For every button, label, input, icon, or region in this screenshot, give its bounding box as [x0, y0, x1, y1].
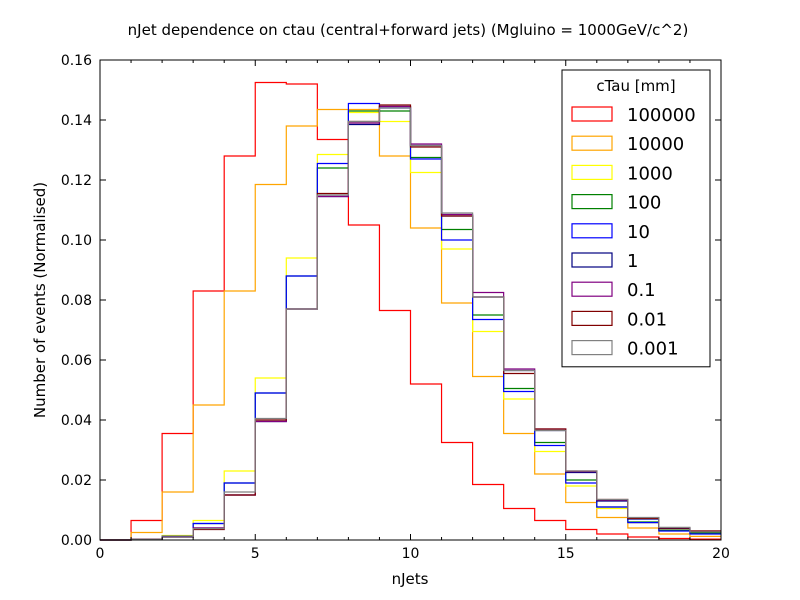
legend: cTau [mm] 100000 10000 1000 100 10 1 0.1 0.01 0.… [561, 69, 711, 368]
legend-title: cTau [mm] [596, 77, 675, 95]
y-tick-label: 0.06 [61, 353, 92, 369]
legend-label: 100000 [627, 105, 696, 126]
legend-label: 1000 [627, 163, 673, 184]
legend-swatch [571, 223, 613, 239]
series-line-1 [100, 108, 721, 541]
legend-swatch [571, 135, 613, 151]
y-tick-label: 0.02 [61, 473, 92, 489]
x-tick-label: 20 [712, 546, 730, 562]
y-tick-label: 0.12 [61, 173, 92, 189]
series-line-8 [100, 107, 721, 541]
legend-swatch [571, 164, 613, 180]
legend-label: 1 [627, 251, 638, 272]
x-tick-label: 15 [557, 546, 575, 562]
legend-swatch [571, 281, 613, 297]
x-axis-label: nJets [392, 570, 429, 588]
y-tick-label: 0.14 [61, 113, 92, 129]
y-tick-label: 0.10 [61, 233, 92, 249]
y-axis-label: Number of events (Normalised) [31, 182, 49, 418]
chart-title: nJet dependence on ctau (central+forward… [128, 21, 689, 39]
legend-items: 100000 10000 1000 100 10 1 0.1 0.01 0.001 [571, 105, 696, 360]
legend-label: 0.1 [627, 280, 656, 301]
legend-swatch [571, 106, 613, 122]
legend-swatch [571, 194, 613, 210]
legend-label: 100 [627, 193, 661, 214]
legend-label: 0.001 [627, 339, 679, 360]
series-line-0 [100, 81, 721, 541]
legend-swatch [571, 252, 613, 268]
legend-label: 10 [627, 222, 650, 243]
legend-swatch [571, 340, 613, 356]
y-tick-label: 0.16 [61, 53, 92, 69]
plot-lines [100, 81, 721, 541]
y-tick-label: 0.00 [61, 533, 92, 549]
legend-label: 0.01 [627, 309, 667, 330]
y-tick-label: 0.08 [61, 293, 92, 309]
y-axis: 0.00 0.02 0.04 0.06 0.08 0.10 0.12 0.14 0.16 [61, 53, 721, 549]
x-tick-label: 0 [96, 546, 105, 562]
x-tick-label: 5 [251, 546, 260, 562]
legend-box [561, 69, 711, 368]
x-tick-label: 10 [402, 546, 420, 562]
legend-swatch [571, 310, 613, 326]
legend-label: 10000 [627, 134, 684, 155]
x-axis: 0 5 10 15 20 [96, 60, 730, 562]
y-tick-label: 0.04 [61, 413, 92, 429]
